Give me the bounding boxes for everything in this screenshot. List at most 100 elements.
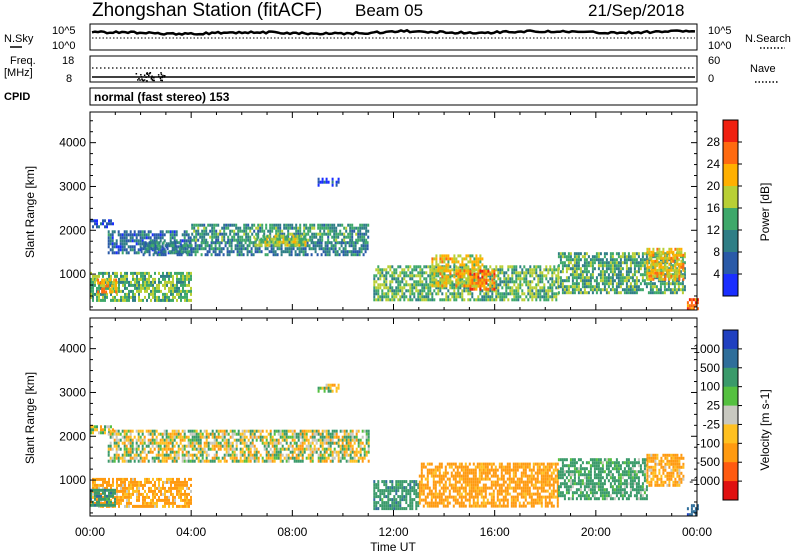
power-cell bbox=[553, 295, 556, 299]
power-cell bbox=[334, 247, 337, 251]
power-cell bbox=[156, 241, 159, 245]
power-cell bbox=[607, 267, 610, 271]
power-cell bbox=[415, 268, 418, 272]
velocity-cell bbox=[100, 492, 102, 496]
velocity-cell bbox=[349, 453, 352, 457]
velocity-cell bbox=[281, 447, 284, 451]
velocity-cell bbox=[227, 444, 230, 448]
power-cell bbox=[477, 281, 480, 285]
power-cell bbox=[352, 241, 355, 245]
power-cell bbox=[154, 289, 156, 293]
power-cell bbox=[417, 271, 420, 275]
power-cell bbox=[162, 247, 165, 251]
velocity-cell bbox=[305, 429, 308, 433]
velocity-cell bbox=[187, 435, 190, 439]
power-cell bbox=[210, 253, 213, 257]
velocity-cell bbox=[199, 441, 202, 445]
power-cell bbox=[276, 243, 279, 247]
power-cell bbox=[563, 261, 566, 265]
velocity-cell bbox=[165, 459, 168, 463]
power-cell bbox=[171, 230, 174, 234]
velocity-cell bbox=[174, 480, 176, 484]
velocity-cell bbox=[172, 498, 174, 502]
velocity-cell bbox=[159, 432, 162, 436]
velocity-cell bbox=[337, 453, 340, 457]
power-cell bbox=[429, 286, 432, 290]
velocity-cell bbox=[299, 432, 302, 436]
power-cell bbox=[105, 278, 108, 282]
power-cell bbox=[465, 278, 468, 282]
power-cell bbox=[100, 292, 102, 296]
power-cell bbox=[545, 268, 548, 272]
power-cell bbox=[473, 272, 476, 276]
velocity-cell bbox=[295, 459, 298, 463]
power-cell bbox=[415, 286, 418, 290]
velocity-cell bbox=[293, 447, 296, 451]
power-cell bbox=[151, 239, 154, 243]
power-cell bbox=[605, 288, 608, 292]
power-cell bbox=[497, 283, 500, 287]
power-cell bbox=[213, 226, 216, 230]
velocity-cell bbox=[197, 435, 200, 439]
velocity-cell bbox=[277, 450, 280, 454]
power-cell bbox=[150, 274, 152, 278]
power-cell bbox=[194, 253, 197, 257]
velocity-cell bbox=[269, 441, 272, 445]
velocity-cell bbox=[329, 450, 332, 454]
power-cell bbox=[619, 267, 622, 271]
power-cell bbox=[377, 265, 380, 269]
velocity-cell bbox=[251, 435, 254, 439]
velocity-cell bbox=[273, 441, 276, 445]
velocity-cell bbox=[273, 459, 276, 463]
power-cell bbox=[241, 235, 244, 239]
power-cell bbox=[161, 233, 164, 237]
power-cell bbox=[575, 258, 578, 262]
velocity-cell bbox=[143, 447, 146, 451]
power-cell bbox=[509, 280, 512, 284]
velocity-cell bbox=[271, 459, 274, 463]
power-cell bbox=[135, 233, 138, 237]
velocity-cell bbox=[110, 425, 112, 429]
velocity-cell bbox=[191, 441, 194, 445]
power-cell bbox=[272, 237, 275, 241]
velocity-cell bbox=[143, 450, 146, 454]
velocity-cell bbox=[295, 432, 298, 436]
power-cell bbox=[643, 258, 646, 262]
velocity-cell bbox=[157, 453, 160, 457]
power-cell bbox=[321, 223, 324, 227]
velocity-cell bbox=[193, 447, 196, 451]
power-cell bbox=[168, 286, 170, 290]
power-cell bbox=[112, 280, 114, 284]
velocity-cell bbox=[183, 459, 186, 463]
power-cell bbox=[670, 247, 673, 251]
power-cell bbox=[172, 283, 174, 287]
power-cell bbox=[119, 233, 122, 237]
velocity-cell bbox=[263, 441, 266, 445]
power-cell bbox=[681, 261, 684, 265]
velocity-cell bbox=[193, 441, 196, 445]
velocity-cell bbox=[199, 435, 202, 439]
power-cell bbox=[659, 291, 662, 295]
power-cell bbox=[99, 281, 102, 285]
power-cell bbox=[317, 238, 320, 242]
velocity-cell bbox=[172, 504, 174, 508]
velocity-cell bbox=[315, 450, 318, 454]
power-cell bbox=[666, 256, 669, 260]
power-cell bbox=[405, 271, 408, 275]
power-cell bbox=[658, 274, 661, 278]
power-cell bbox=[457, 292, 460, 296]
freq-dot bbox=[148, 74, 150, 77]
power-cell bbox=[154, 280, 156, 284]
power-cell bbox=[417, 274, 420, 278]
velocity-cell bbox=[170, 480, 172, 484]
power-cell bbox=[629, 285, 632, 289]
velocity-cell bbox=[176, 504, 178, 508]
power-cell bbox=[156, 289, 158, 293]
velocity-cell bbox=[116, 486, 118, 490]
velocity-cell bbox=[257, 450, 260, 454]
power-cell bbox=[515, 286, 518, 290]
power-cell bbox=[129, 239, 132, 243]
power-cell bbox=[360, 244, 363, 248]
power-cell bbox=[573, 255, 576, 259]
power-cell bbox=[168, 298, 170, 302]
